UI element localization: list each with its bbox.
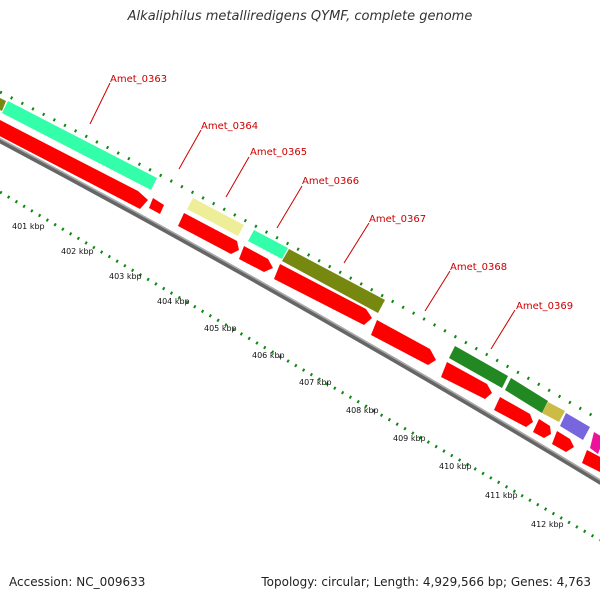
gene-label-amet-0366: Amet_0366 (302, 176, 359, 187)
map-title: Alkaliphilus metalliredigens QYMF, compl… (127, 9, 473, 24)
ruler-label-403: 403 kbp (109, 272, 142, 281)
cog-block-olive-left (0, 98, 6, 111)
cds-arrow-0366a (239, 246, 273, 272)
ruler-label-412: 412 kbp (531, 520, 564, 529)
genome-backbone (0, 137, 600, 485)
cog-block-olive-0367 (282, 249, 385, 313)
gene-label-amet-0363: Amet_0363 (110, 74, 167, 85)
ruler-label-407: 407 kbp (299, 378, 332, 387)
cds-arrow-0369a (494, 397, 533, 427)
cds-arrow-0365 (178, 213, 239, 254)
ruler-label-408: 408 kbp (346, 406, 379, 415)
top-tick-track (0, 90, 600, 422)
cds-arrow-small (552, 431, 574, 452)
ruler-label-406: 406 kbp (252, 351, 285, 360)
gene-label-amet-0369: Amet_0369 (516, 301, 573, 312)
cds-track (0, 120, 600, 472)
cds-arrow-0366b (274, 264, 372, 325)
cds-arrow-edge (582, 450, 600, 472)
ruler-label-411: 411 kbp (485, 491, 518, 500)
ruler-label-409: 409 kbp (393, 434, 426, 443)
cds-arrow-0367 (371, 320, 436, 365)
cog-block-green-0368 (449, 346, 508, 388)
gene-label-amet-0364: Amet_0364 (201, 121, 258, 132)
gene-callouts (89, 82, 516, 350)
cog-track (0, 98, 600, 454)
ruler-label-404: 404 kbp (157, 297, 190, 306)
cog-block-teal-0363 (2, 101, 157, 190)
cog-block-green-0369 (505, 378, 548, 413)
gene-label-amet-0367: Amet_0367 (369, 214, 426, 225)
genome-summary-text: Topology: circular; Length: 4,929,566 bp… (261, 575, 591, 589)
ruler-label-402: 402 kbp (61, 247, 94, 256)
gene-label-amet-0368: Amet_0368 (450, 262, 507, 273)
ruler-label-405: 405 kbp (204, 324, 237, 333)
ruler-label-410: 410 kbp (439, 462, 472, 471)
cds-arrow-0368 (441, 362, 492, 399)
cds-arrow-0369b (533, 419, 551, 438)
cds-arrow-0363 (0, 120, 148, 209)
ruler-label-401: 401 kbp (12, 222, 45, 231)
cds-arrow-0364 (149, 198, 164, 214)
cog-block-purple (560, 413, 590, 440)
cog-block-yellow-0365 (187, 198, 244, 236)
ruler-tick-track (0, 190, 600, 542)
cog-block-teal-0366 (248, 230, 288, 259)
gene-label-amet-0365: Amet_0365 (250, 147, 307, 158)
cog-block-yellow-small (542, 402, 565, 422)
cog-block-magenta (590, 432, 600, 454)
accession-text: Accession: NC_009633 (9, 575, 146, 589)
